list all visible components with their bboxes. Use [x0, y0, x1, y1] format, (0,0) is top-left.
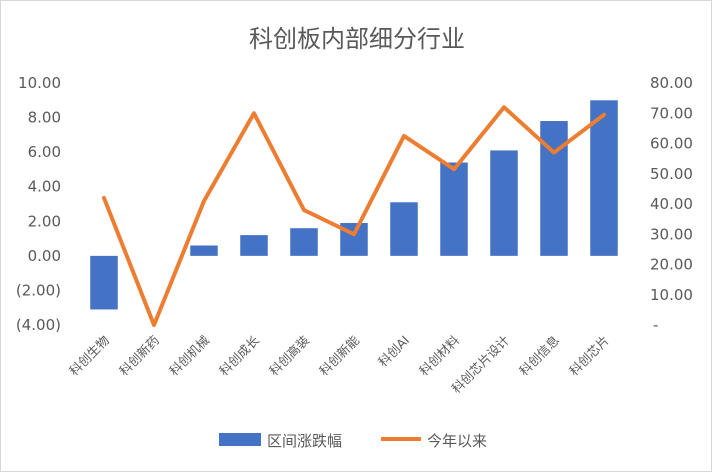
category-label: 科创新能 [316, 332, 362, 378]
right-axis-tick-label: 10.00 [650, 286, 693, 304]
category-label: 科创AI [375, 333, 412, 370]
legend-label-bar: 区间涨跌幅 [267, 432, 342, 450]
category-label: 科创芯片 [566, 333, 612, 379]
left-axis-tick-label: 10.00 [18, 74, 61, 92]
left-axis-tick-label: 6.00 [28, 143, 61, 161]
category-label: 科创成长 [216, 332, 262, 378]
right-axis-tick-label: 20.00 [650, 256, 693, 274]
category-label: 科创生物 [66, 333, 112, 379]
bar-1 [90, 256, 118, 310]
left-y-axis: (4.00) (2.00) 0.00 2.00 4.00 6.00 8.00 10.00 [16, 74, 61, 334]
bar-8 [440, 163, 468, 256]
left-axis-tick-label: (2.00) [16, 281, 61, 299]
bar-3 [190, 245, 218, 255]
bar-7 [390, 202, 418, 256]
category-label: 科创材料 [416, 332, 462, 378]
right-axis-tick-label: 50.00 [650, 165, 693, 183]
line-path [104, 107, 604, 325]
legend-label-line: 今年以来 [427, 432, 487, 450]
bar-series [90, 100, 618, 309]
right-axis-tick-label: - [653, 316, 658, 334]
legend: 区间涨跌幅 今年以来 [219, 432, 487, 450]
right-axis-tick-label: 60.00 [650, 135, 693, 153]
bar-4 [240, 235, 268, 256]
left-axis-tick-label: 2.00 [28, 212, 61, 230]
legend-swatch-bar [219, 433, 261, 446]
right-axis-tick-label: 70.00 [650, 104, 693, 122]
category-label: 科创新药 [116, 333, 162, 379]
left-axis-tick-label: 4.00 [28, 178, 61, 196]
left-axis-tick-label: (4.00) [16, 316, 61, 334]
right-axis-tick-label: 80.00 [650, 74, 693, 92]
category-label: 科创高装 [266, 333, 312, 379]
chart-title: 科创板内部细分行业 [249, 25, 465, 53]
left-axis-tick-label: 0.00 [28, 247, 61, 265]
category-label: 科创信息 [516, 333, 562, 379]
right-axis-tick-label: 30.00 [650, 225, 693, 243]
category-label: 科创机械 [166, 332, 212, 378]
bar-9 [490, 150, 518, 255]
right-axis-tick-label: 40.00 [650, 195, 693, 213]
left-axis-tick-label: 8.00 [28, 109, 61, 127]
line-series [104, 107, 604, 325]
right-y-axis: - 10.00 20.00 30.00 40.00 50.00 60.00 70.00 80.0… [650, 74, 693, 334]
bar-5 [290, 228, 318, 256]
